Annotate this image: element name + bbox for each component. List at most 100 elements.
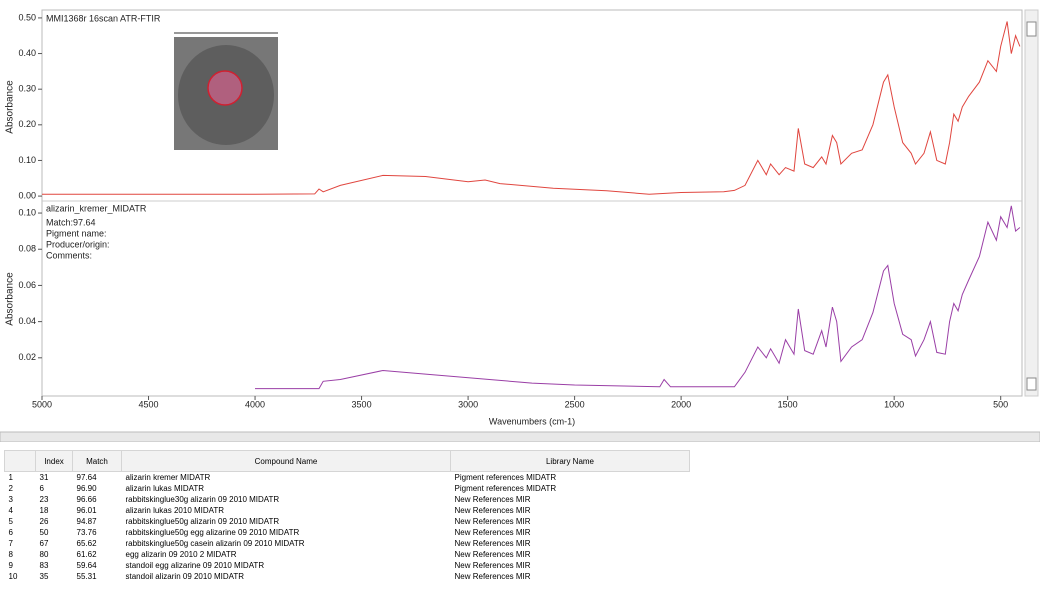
y-tick-label: 0.00 [18,190,36,200]
x-tick-label: 4000 [245,399,265,409]
x-tick-label: 3500 [352,399,372,409]
splitter[interactable] [0,431,1040,442]
table-cell: 6 [8,528,13,537]
table-row[interactable]: 9 83 59.64 standoil egg alizarine 09 2010 M… [5,560,690,571]
table-row[interactable]: 4 18 96.01 alizarin lukas 2010 MIDATR New Re… [5,505,690,516]
table-cell: 26 [39,517,49,526]
table-cell: 7 [8,539,13,548]
table-cell: New References MIR [454,528,531,537]
table-cell: 94.87 [76,517,97,526]
column-header: Index [35,450,73,472]
table-cell: Pigment references MIDATR [454,484,557,493]
table-row[interactable]: 7 67 65.62 rabbitskinglue50g casein alizari… [5,538,690,549]
column-header: Match [72,450,122,472]
table-cell: 4 [8,506,13,515]
annotation: Producer/origin: [46,239,110,249]
table-cell: alizarin lukas 2010 MIDATR [125,506,225,515]
table-cell: alizarin kremer MIDATR [125,473,211,482]
table-cell: 96.66 [76,495,97,504]
table-cell: rabbitskinglue30g alizarin 09 2010 MIDAT… [125,495,280,504]
table-cell: 73.76 [76,528,97,537]
table-cell: alizarin lukas MIDATR [125,484,205,493]
x-tick-label: 2000 [671,399,691,409]
table-cell: New References MIR [454,550,531,559]
x-tick-label: 500 [993,399,1008,409]
x-tick-label: 1500 [778,399,798,409]
chart-title: MMI1368r 16scan ATR-FTIR [46,13,161,23]
table-cell: 6 [39,484,44,493]
x-tick-label: 3000 [458,399,478,409]
table-cell: 18 [39,506,49,515]
table-cell: 65.62 [76,539,97,548]
table-cell: standoil egg alizarine 09 2010 MIDATR [125,561,265,570]
table-cell: 5 [8,517,13,526]
y-tick-label: 0.10 [18,155,36,165]
table-row[interactable]: 8 80 61.62 egg alizarin 09 2010 2 MIDATR New… [5,549,690,560]
scrollbar[interactable] [1024,9,1039,397]
table-row[interactable]: 10 35 55.31 standoil alizarin 09 2010 MIDAT… [5,571,690,582]
y-axis-label: Absorbance [5,80,16,134]
table-cell: 1 [8,473,13,482]
table-row[interactable]: 6 50 73.76 rabbitskinglue50g egg alizarine … [5,527,690,538]
spectrum-view: MMI1368r 16scan ATR-FTIR Absorbance 0.00 0.… [0,0,1040,442]
x-tick-label: 4500 [139,399,159,409]
table-cell: standoil alizarin 09 2010 MIDATR [125,572,245,581]
table-cell: New References MIR [454,506,531,515]
table-cell: 96.90 [76,484,97,493]
y-tick-label: 0.50 [18,12,36,22]
table-row[interactable]: 3 23 96.66 rabbitskinglue30g alizarin 09 20… [5,494,690,505]
table-cell: 9 [8,561,13,570]
table-cell: rabbitskinglue50g alizarin 09 2010 MIDAT… [125,517,280,526]
table-cell: 59.64 [76,561,97,570]
background [0,0,1040,442]
table: Index Match Compound Name Library Name 1 31 97… [4,450,690,582]
table-cell: New References MIR [454,517,531,526]
scroll-thumb[interactable] [1026,21,1037,37]
annotation: Match:97.64 [46,217,96,227]
table-cell: 61.62 [76,550,97,559]
table-cell: New References MIR [454,539,531,548]
table-cell: rabbitskinglue50g egg alizarine 09 2010 … [125,528,300,537]
table-cell: 50 [39,528,49,537]
table-cell: 96.01 [76,506,97,515]
table-cell: 67 [39,539,49,548]
table-cell: 35 [39,572,49,581]
annotation: Comments: [46,250,92,260]
y-tick-label: 0.30 [18,84,36,94]
table-cell: 3 [8,495,13,504]
table-cell: New References MIR [454,561,531,570]
scroll-thumb[interactable] [1026,377,1037,391]
table-cell: egg alizarin 09 2010 2 MIDATR [125,550,237,559]
x-tick-label: 2500 [565,399,585,409]
column-header: Library Name [450,450,690,472]
table-cell: rabbitskinglue50g casein alizarin 09 201… [125,539,305,548]
table-cell: 97.64 [76,473,97,482]
results-table: Index Match Compound Name Library Name 1 31 97… [0,442,1040,608]
table-cell: 83 [39,561,49,570]
chart-title: alizarin_kremer_MIDATR [46,203,147,213]
column-header: Compound Name [121,450,451,472]
row-number-header [4,450,36,472]
annotation: Pigment name: [46,228,107,238]
table-row[interactable]: 5 26 94.87 rabbitskinglue50g alizarin 09 20… [5,516,690,527]
y-tick-label: 0.02 [18,352,36,362]
table-cell: New References MIR [454,495,531,504]
y-tick-label: 0.10 [18,207,36,217]
y-tick-label: 0.08 [18,244,36,254]
table-row[interactable]: 2 6 96.90 alizarin lukas MIDATR Pigment refe… [5,483,690,494]
y-tick-label: 0.20 [18,119,36,129]
x-axis-label: Wavenumbers (cm-1) [489,416,575,426]
y-tick-label: 0.06 [18,280,36,290]
table-row[interactable]: 1 31 97.64 alizarin kremer MIDATR Pigment re… [5,472,690,484]
y-tick-label: 0.04 [18,316,36,326]
spectrum-line [255,205,1021,390]
table-cell: 55.31 [76,572,97,581]
x-tick-label: 5000 [32,399,52,409]
table-body: 1 31 97.64 alizarin kremer MIDATR Pigment re… [5,472,690,583]
y-tick-label: 0.40 [18,48,36,58]
header-row: Index Match Compound Name Library Name [4,450,690,472]
table-cell: New References MIR [454,572,531,581]
x-tick-label: 1000 [884,399,904,409]
sample-image-spot [207,70,243,106]
